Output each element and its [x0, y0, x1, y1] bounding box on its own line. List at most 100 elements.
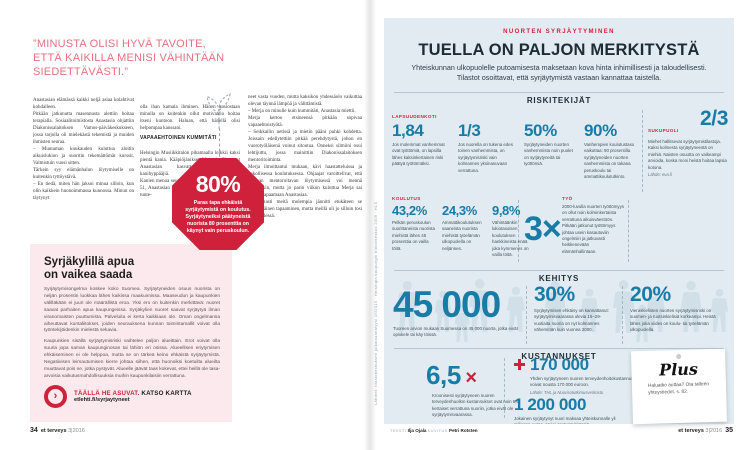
stat-value: 170 000	[530, 355, 589, 374]
plus-note-text: Haluatko auttaa? Ota talteen yhteystiedo…	[647, 382, 710, 397]
person-silhouette	[506, 286, 526, 337]
stat-text: Ammattikoulutuksen saaneista nuorista mi…	[442, 220, 482, 251]
stat-value: 1 200 000	[514, 395, 587, 414]
stat-text: Kroonisesti syrjäytyneen nuoren terveyde…	[432, 393, 521, 418]
dashed-divider	[642, 110, 643, 192]
byline: TEKSTI Ilja Ojala KUVITUS Petri Rotsten	[390, 428, 478, 433]
sources-vertical-text: Lähteet: tilastokeskuksen julkaisuanalyy…	[373, 201, 378, 405]
plus-note-card: Plus Haluatko auttaa? Ota talteen yhteys…	[630, 348, 728, 425]
page-gutter	[364, 0, 376, 450]
section-kicker: NUORTEN SYRJÄYTYMINEN	[503, 29, 615, 35]
stat-value: 43,2%	[392, 203, 427, 218]
left-page-number: 34	[30, 427, 38, 434]
stat-value: 30%	[534, 283, 575, 306]
pushpin-icon	[675, 353, 681, 360]
stat-value: 24,3%	[442, 203, 477, 218]
dashed-divider	[622, 286, 623, 344]
multiplier-3x: 3×	[524, 210, 562, 248]
stat-source: Lähde: THL ja Nuorisotutkimusverkosto	[530, 389, 604, 395]
right-page-number: 35	[725, 427, 733, 434]
left-page-folio: 34 et terveys 3|2016	[30, 427, 85, 434]
chevron-right-icon: ›	[44, 385, 67, 408]
page-title: TUELLA ON PALJON MERKITYSTÄ	[418, 41, 700, 59]
issue-number: 3|2016	[705, 428, 723, 434]
person-silhouette	[680, 280, 702, 337]
stat-text: Miehet hallitsevat syrjäytymistilastoja.…	[648, 139, 727, 170]
map-link-title: TÄÄLLÄ HE ASUVAT.	[74, 390, 140, 397]
map-link-action: KATSO KARTTA	[141, 390, 192, 397]
person-silhouette	[396, 280, 418, 337]
medical-cross-icon	[514, 359, 525, 370]
stat-value: 1/3	[458, 121, 481, 140]
stat-value: 1,84	[392, 121, 424, 140]
stat-text: Syrjäytymisen ehkäisy on kannattanut: sy…	[534, 308, 609, 333]
stat-value: 90%	[584, 121, 617, 140]
author-name: Ilja Ojala	[407, 428, 427, 433]
stat-value: 6,5	[426, 360, 461, 390]
person-silhouette	[710, 288, 729, 337]
section-rule	[394, 270, 724, 271]
stat-text: Vieraskielisten nuorten syrjäytymisriski…	[630, 308, 716, 333]
stat-text: Jos nuorella on tukena edes toinen vanhe…	[458, 142, 513, 173]
credit-label: KUVITUS	[427, 429, 448, 433]
times-symbol: ×	[465, 367, 478, 389]
map-link[interactable]: › TÄÄLLÄ HE ASUVAT. KATSO KARTTA etlehti…	[44, 385, 192, 408]
stat-value: 9,8%	[492, 203, 521, 218]
person-silhouette	[468, 278, 491, 337]
column-2-text: olla ihan kamala ihminen. Hänen ansiosta…	[140, 105, 240, 131]
article-column-1: Anastasian elämässä kaikki neljä asiaa k…	[33, 98, 134, 201]
stat-value: 20%	[630, 283, 671, 306]
stat-text: Pelkän peruskoulun suorittaneista nuoris…	[392, 220, 435, 251]
article-subheading: VAPAAEHTOINEN KUMMITÄTI	[140, 135, 217, 141]
stat-badge-value: 80%	[195, 171, 241, 197]
stat-text: Syrjäytyneiden nuorten vanhemmista noin …	[524, 142, 573, 167]
magazine-name: et terveys	[40, 428, 67, 434]
stat-text: 2000-luvulla nuorten työttömyys on ollut…	[562, 204, 624, 254]
label-lapsuudenkoti: LAPSUUDENKOTI	[392, 114, 437, 119]
sidebar-box-paragraph-1: Syrjäytymisongelma koskee koko Suomea. S…	[44, 286, 220, 334]
article-column-3: neet vasta vuoden, mutta kaksikon yhdess…	[248, 95, 362, 219]
plus-logo: Plus	[658, 359, 699, 380]
section-header-kehitys: KEHITYS	[538, 274, 580, 283]
sprout-icon	[206, 92, 231, 129]
magazine-name: et terveys	[678, 428, 704, 434]
stat-badge: 80% Paras tapa ehkäistä syrjäytymistä on…	[172, 158, 264, 250]
credit-label: TEKSTI	[390, 429, 407, 433]
section-rule	[394, 92, 724, 93]
dashed-divider	[628, 200, 629, 262]
section-header-kustannukset: KUSTANNUKSET	[521, 352, 597, 361]
dashed-divider	[526, 286, 527, 344]
stat-value: 3×	[524, 210, 562, 248]
label-koulutus: KOULUTUS	[392, 196, 421, 201]
sidebar-box-title: Syrjäkylillä apua on vaikea saada	[44, 256, 135, 281]
section-header-riskitekijat: RISKITEKIJÄT	[526, 96, 592, 105]
stat-badge-text: Paras tapa ehkäistä syrjäytymistä on kou…	[185, 200, 251, 235]
stat-value: 50%	[524, 121, 557, 140]
map-link-url[interactable]: etlehti.fi/syrjaytyneet	[74, 397, 130, 403]
illustrator-name: Petri Rotsten	[449, 428, 478, 433]
stat-value: 2/3	[700, 107, 728, 130]
issue-number: 3|2016	[68, 428, 85, 434]
stat-text: Tuoreen arvion mukaan Suomessa on 45 000…	[393, 326, 518, 338]
label-sukupuoli: SUKUPUOLI	[648, 128, 679, 133]
badge-hanging-line	[219, 128, 220, 162]
dashed-divider	[504, 358, 505, 418]
stat-source: Lähde: eva.fi	[648, 171, 672, 177]
person-silhouette	[544, 280, 566, 337]
person-silhouette	[634, 304, 650, 347]
stat-value: 45 000	[393, 284, 501, 325]
sidebar-box-paragraph-2: Kaupunkien sisällä syrjäytymisriski vaih…	[44, 339, 220, 380]
person-silhouette	[580, 288, 599, 337]
page-subtitle: Yhteiskunnan ulkopuolelle putoamisesta m…	[411, 63, 707, 83]
article-column-2: olla ihan kamala ihminen. Hänen ansiosta…	[140, 97, 240, 215]
stat-text: Jos molemmat vanhemmat ovat työttömiä, o…	[392, 142, 445, 167]
stat-text: Vanhempien koulutustaso vaikuttaa: 90 pr…	[584, 142, 635, 179]
person-silhouette	[434, 290, 452, 337]
person-silhouette	[612, 279, 635, 338]
dashed-divider	[518, 200, 519, 262]
label-tyo: TYÖ	[562, 196, 573, 201]
right-page-folio: et terveys 3|2016 35	[678, 427, 733, 434]
person-silhouette	[454, 304, 470, 347]
stat-text: Yhden syrjäytyneen nuoren terveydenhoito…	[530, 376, 640, 388]
